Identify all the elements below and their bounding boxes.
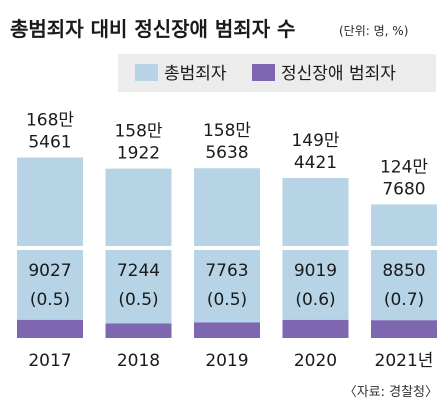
legend-label-total: 총범죄자: [164, 64, 227, 84]
category-label-4: 2021년: [375, 351, 434, 371]
total-label-line2-4: 7680: [382, 179, 425, 199]
mental-label-ratio-1: (0.5): [118, 290, 158, 310]
source-note: 〈자료: 경찰청〉: [344, 385, 438, 400]
legend-swatch-total: [135, 64, 158, 81]
mental-label-value-4: 8850: [382, 261, 425, 281]
category-label-2: 2019: [205, 351, 248, 371]
mental-label-value-3: 9019: [294, 261, 337, 281]
total-label-line1-4: 124만: [380, 157, 428, 177]
bar-mental-3: [282, 319, 349, 338]
mental-label-ratio-4: (0.7): [384, 290, 424, 310]
bar-mental-1: [105, 323, 172, 338]
total-label-line1-1: 158만: [114, 122, 162, 142]
total-label-line2-3: 4421: [294, 153, 337, 173]
chart-title: 총범죄자 대비 정신장애 범죄자 수: [10, 17, 295, 41]
mental-label-value-1: 7244: [117, 261, 160, 281]
chart-unit: (단위: 명, %): [339, 24, 408, 38]
bar-mental-2: [194, 322, 260, 338]
bars-group: 168만54619027(0.5)2017158만19227244(0.5)20…: [17, 111, 437, 371]
mental-label-ratio-0: (0.5): [30, 290, 70, 310]
total-label-line2-0: 5461: [28, 133, 71, 153]
bar-total-3: [282, 178, 349, 338]
total-label-line1-3: 149만: [291, 131, 339, 151]
total-label-line1-0: 168만: [26, 111, 74, 131]
mental-label-value-2: 7763: [205, 261, 248, 281]
mental-label-ratio-3: (0.6): [295, 290, 335, 310]
category-label-3: 2020: [294, 351, 337, 371]
category-label-1: 2018: [117, 351, 160, 371]
mental-label-ratio-2: (0.5): [207, 290, 247, 310]
total-label-line1-2: 158만: [203, 121, 251, 141]
legend-label-mental: 정신장애 범죄자: [281, 64, 396, 84]
total-label-line2-1: 1922: [117, 144, 160, 164]
bar-mental-0: [17, 319, 83, 338]
legend-swatch-mental: [252, 64, 275, 81]
bar-total-2: [194, 168, 260, 338]
total-label-line2-2: 5638: [205, 143, 248, 163]
bar-total-1: [105, 168, 172, 338]
legend-box: [118, 54, 436, 92]
bar-mental-4: [371, 320, 437, 338]
category-label-0: 2017: [28, 351, 71, 371]
bar-total-4: [371, 204, 437, 338]
legend: 총범죄자 정신장애 범죄자: [118, 54, 436, 92]
mental-label-value-0: 9027: [28, 261, 71, 281]
